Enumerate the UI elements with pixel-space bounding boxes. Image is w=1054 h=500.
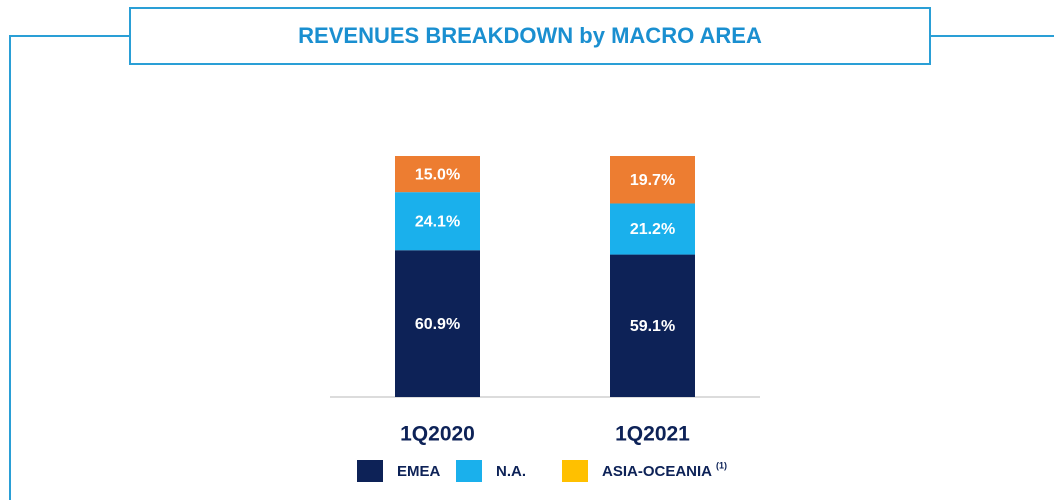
data-label: 15.0% [415,166,460,183]
x-tick-label: 1Q2021 [615,423,690,446]
title-box [129,7,931,65]
legend-label: EMEA [397,463,441,480]
legend-label: N.A. [496,463,526,480]
data-label: 19.7% [630,172,675,189]
data-label: 60.9% [415,316,460,333]
bar-segment [395,192,480,251]
x-tick-label: 1Q2020 [400,423,475,446]
data-label: 59.1% [630,318,675,335]
data-label: 24.1% [415,213,460,230]
legend-swatch [357,460,383,482]
frame [9,35,1054,500]
bar-segment [610,254,695,397]
bar-segment [395,250,480,397]
bar-segment [395,156,480,193]
bar-segment [610,203,695,255]
legend-swatch [456,460,482,482]
bar-segment [610,156,695,204]
legend-label: ASIA-OCEANIA [602,463,712,480]
data-label: 21.2% [630,221,675,238]
chart-title: REVENUES BREAKDOWN by MACRO AREA [298,23,762,48]
legend-note: (1) [716,460,727,470]
legend-swatch [562,460,588,482]
